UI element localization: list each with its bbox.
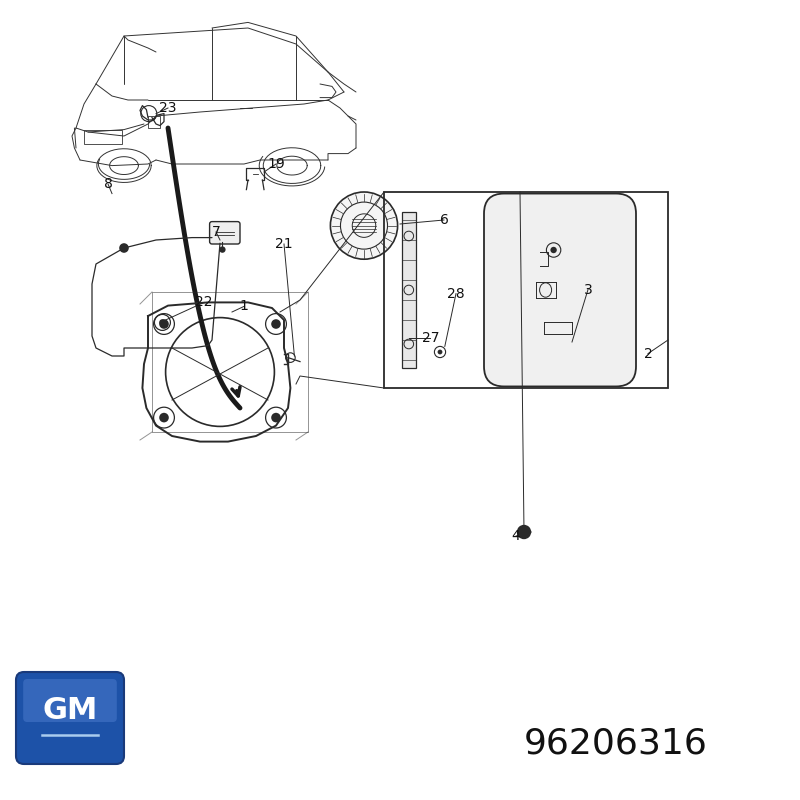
- Text: 27: 27: [422, 331, 439, 346]
- Circle shape: [119, 243, 129, 253]
- Text: 7: 7: [212, 225, 220, 239]
- Circle shape: [330, 192, 398, 259]
- Circle shape: [271, 319, 281, 329]
- Circle shape: [159, 413, 169, 422]
- Text: 2: 2: [644, 346, 652, 361]
- FancyBboxPatch shape: [23, 679, 117, 722]
- Text: 28: 28: [447, 286, 465, 301]
- Circle shape: [271, 413, 281, 422]
- Text: 23: 23: [159, 101, 177, 115]
- FancyBboxPatch shape: [210, 222, 240, 244]
- Text: 8: 8: [103, 177, 113, 191]
- Text: 6: 6: [439, 213, 449, 227]
- Text: 22: 22: [195, 295, 213, 310]
- FancyBboxPatch shape: [16, 672, 124, 764]
- Text: 4: 4: [512, 529, 520, 543]
- Circle shape: [550, 246, 557, 253]
- Bar: [402, 212, 416, 368]
- Text: 19: 19: [267, 157, 285, 171]
- Text: 21: 21: [275, 237, 293, 251]
- Text: 3: 3: [584, 282, 592, 297]
- Circle shape: [438, 350, 442, 354]
- Bar: [84, 130, 122, 144]
- Text: 96206316: 96206316: [524, 727, 708, 761]
- Text: GM: GM: [42, 696, 98, 725]
- FancyBboxPatch shape: [484, 194, 636, 386]
- Circle shape: [219, 246, 226, 253]
- Circle shape: [517, 525, 531, 539]
- Circle shape: [159, 319, 169, 329]
- Bar: [384, 192, 668, 388]
- Text: 1: 1: [239, 299, 249, 314]
- Circle shape: [159, 319, 166, 326]
